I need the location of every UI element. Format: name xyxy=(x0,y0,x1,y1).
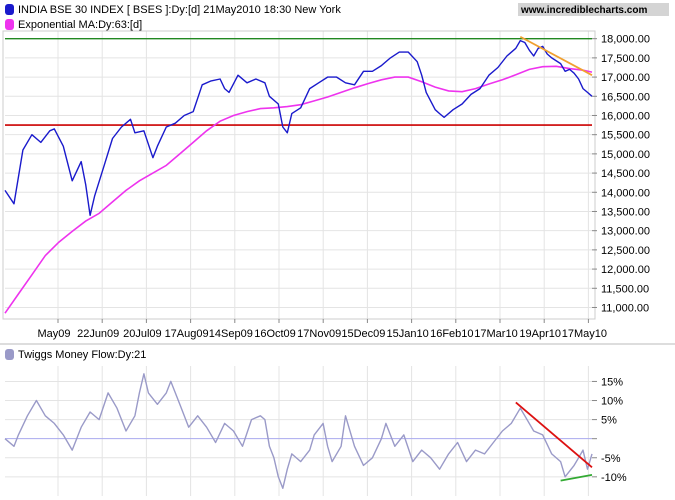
price-y-axis: 11,000.00 11,500.00 12,000.00 12,500.00 13,0… xyxy=(592,34,650,314)
ema-63-line xyxy=(4,65,593,314)
tmf-tick-label: 15% xyxy=(601,376,623,388)
tmf-legend-swatch xyxy=(5,349,14,360)
x-axis: May09 22Jun09 20Jul09 17Aug09 14Sep09 16Oct09… xyxy=(37,319,607,340)
chart-title: INDIA BSE 30 INDEX [ BSES ]:Dy:[d] 21May… xyxy=(18,4,341,16)
y-tick-label: 18,000.00 xyxy=(601,34,650,46)
ma-legend-swatch xyxy=(5,19,14,30)
tmf-line xyxy=(4,373,593,489)
price-legend-swatch xyxy=(5,4,14,15)
x-tick-label: 19Apr10 xyxy=(519,328,561,340)
x-tick-label: 15Jan10 xyxy=(386,328,428,340)
bse-price-line xyxy=(4,39,593,217)
x-tick-label: 17May10 xyxy=(562,328,607,340)
y-tick-label: 14,500.00 xyxy=(601,168,650,180)
price-vertical-gridlines xyxy=(57,31,589,319)
y-tick-label: 16,500.00 xyxy=(601,91,650,103)
y-tick-label: 15,500.00 xyxy=(601,130,650,142)
x-tick-label: 16Oct09 xyxy=(254,328,296,340)
x-tick-label: 15Dec09 xyxy=(341,328,385,340)
website-link[interactable]: www.incrediblecharts.com xyxy=(520,5,647,16)
tmf-y-axis: 15% 10% 5% -5% -10% xyxy=(592,376,627,484)
tmf-tick-label: -5% xyxy=(601,453,621,465)
y-tick-label: 11,000.00 xyxy=(601,302,649,314)
x-tick-label: 16Feb10 xyxy=(430,328,473,340)
y-tick-label: 12,500.00 xyxy=(601,245,650,257)
tmf-tick-label: -10% xyxy=(601,472,627,484)
tmf-vertical-gridlines xyxy=(57,366,589,496)
tmf-rising-troughs-trendline xyxy=(560,474,593,482)
x-tick-label: 14Sep09 xyxy=(209,328,253,340)
y-tick-label: 15,000.00 xyxy=(601,149,650,161)
y-tick-label: 13,000.00 xyxy=(601,226,650,238)
y-tick-label: 17,500.00 xyxy=(601,53,650,65)
x-tick-label: 17Aug09 xyxy=(165,328,209,340)
tmf-tick-label: 5% xyxy=(601,415,617,427)
tmf-gridlines xyxy=(5,380,592,478)
y-tick-label: 13,500.00 xyxy=(601,206,650,218)
x-tick-label: 17Nov09 xyxy=(297,328,341,340)
ma-legend-label: Exponential MA:Dy:63:[d] xyxy=(18,19,142,31)
falling-highs-trendline xyxy=(519,35,593,76)
x-tick-label: 22Jun09 xyxy=(77,328,119,340)
y-tick-label: 12,000.00 xyxy=(601,264,650,276)
price-panel-frame xyxy=(2,30,596,320)
y-tick-label: 14,000.00 xyxy=(601,187,650,199)
tmf-legend-label: Twiggs Money Flow:Dy:21 xyxy=(18,349,146,361)
tmf-tick-label: 10% xyxy=(601,396,623,408)
y-tick-label: 16,000.00 xyxy=(601,110,650,122)
y-tick-label: 17,000.00 xyxy=(601,72,650,84)
x-tick-label: 20Jul09 xyxy=(123,328,162,340)
y-tick-label: 11,500.00 xyxy=(601,283,649,295)
website-banner xyxy=(518,3,669,16)
tmf-falling-peaks-trendline xyxy=(515,401,593,468)
x-tick-label: May09 xyxy=(37,328,70,340)
x-tick-label: 17Mar10 xyxy=(474,328,517,340)
